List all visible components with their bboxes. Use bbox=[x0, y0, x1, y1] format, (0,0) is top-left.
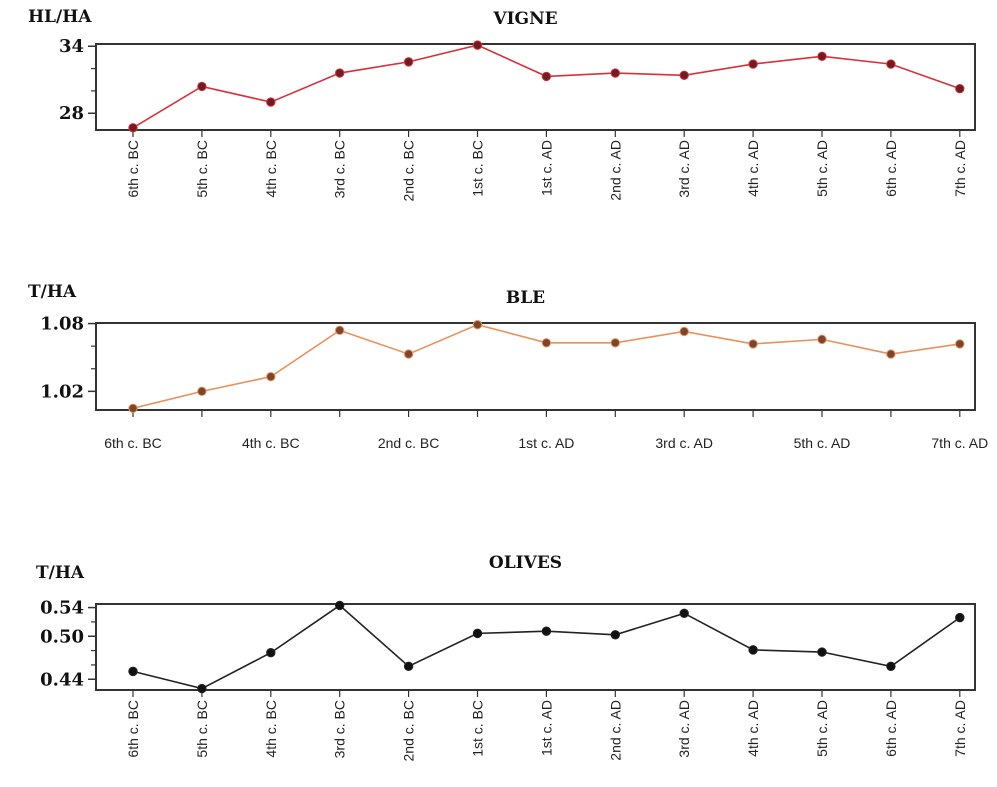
data-point bbox=[128, 403, 138, 414]
chart-title: OLIVES bbox=[489, 553, 562, 573]
x-tick-label: 2nd c. BC bbox=[401, 140, 417, 201]
x-tick-label: 6th c. AD bbox=[883, 140, 899, 197]
data-point bbox=[472, 40, 483, 50]
x-tick-label: 6th c. BC bbox=[125, 700, 141, 758]
data-point bbox=[886, 349, 896, 359]
series-line bbox=[132, 44, 961, 129]
x-tick-label: 5th c. AD bbox=[814, 140, 830, 197]
data-point bbox=[335, 325, 345, 336]
x-tick-label: 4th c. AD bbox=[745, 700, 761, 757]
data-point bbox=[335, 68, 345, 78]
chart-olives: OLIVES T/HA 0.44 0.50 0.54 6th c. BC 5th c. BC… bbox=[36, 553, 976, 761]
data-point bbox=[128, 123, 138, 133]
x-tick-label: 4th c. BC bbox=[242, 435, 300, 451]
plot-frame bbox=[95, 322, 976, 411]
x-tick-label: 1st c. BC bbox=[470, 700, 486, 757]
chart-vigne: VIGNE HL/HA 28 34 6th c. BC 5th c. BC 4th c. B… bbox=[28, 7, 976, 201]
data-point bbox=[679, 326, 689, 337]
series-line bbox=[132, 604, 961, 690]
x-tick-label: 7th c. AD bbox=[952, 140, 968, 197]
y-tick-label: 1.02 bbox=[40, 381, 84, 402]
data-point bbox=[610, 68, 620, 78]
x-tick-label: 4th c. BC bbox=[263, 140, 279, 198]
x-tick-label: 5th c. AD bbox=[794, 435, 851, 451]
x-tick-label: 2nd c. AD bbox=[607, 140, 623, 201]
x-tick-label: 5th c. BC bbox=[194, 700, 210, 758]
data-point bbox=[266, 648, 276, 658]
data-point bbox=[817, 51, 827, 61]
y-tick-label: 28 bbox=[59, 103, 84, 124]
x-tick-label: 4th c. AD bbox=[745, 140, 761, 197]
y-axis-label: HL/HA bbox=[28, 7, 92, 27]
x-tick-label: 3rd c. AD bbox=[655, 435, 713, 451]
data-point bbox=[266, 97, 276, 107]
data-point bbox=[748, 339, 758, 349]
y-tick-label: 0.54 bbox=[40, 598, 84, 619]
data-point bbox=[679, 70, 689, 80]
data-point bbox=[197, 683, 207, 694]
data-point bbox=[541, 626, 552, 636]
x-tick-label: 7th c. AD bbox=[952, 700, 968, 757]
x-tick-label: 5th c. BC bbox=[194, 140, 210, 198]
y-tick-label: 1.08 bbox=[40, 314, 84, 335]
x-tick-label: 6th c. AD bbox=[883, 700, 899, 757]
data-point bbox=[817, 334, 827, 345]
y-axis-label: T/HA bbox=[36, 563, 85, 583]
x-tick-label: 4th c. BC bbox=[263, 700, 279, 758]
plot-frame bbox=[95, 43, 976, 131]
data-point bbox=[403, 349, 414, 359]
x-tick-label: 7th c. AD bbox=[931, 435, 988, 451]
data-point bbox=[403, 57, 414, 67]
data-point bbox=[748, 645, 758, 655]
x-tick-label: 5th c. AD bbox=[814, 700, 830, 757]
y-tick-label: 34 bbox=[59, 36, 84, 57]
x-tick-label: 6th c. BC bbox=[125, 140, 141, 198]
x-tick-label: 3rd c. BC bbox=[332, 140, 348, 198]
x-tick-label: 6th c. BC bbox=[104, 435, 162, 451]
data-point bbox=[886, 59, 896, 69]
x-tick-label: 1st c. BC bbox=[470, 140, 486, 197]
x-tick-label: 2nd c. BC bbox=[401, 700, 417, 761]
data-point bbox=[679, 608, 689, 619]
data-point bbox=[955, 612, 965, 623]
x-tick-label: 1st c. AD bbox=[518, 435, 574, 451]
plot-frame bbox=[95, 603, 976, 691]
y-tick-label: 0.50 bbox=[40, 626, 84, 647]
data-point bbox=[472, 628, 483, 639]
data-point bbox=[817, 647, 827, 657]
data-point bbox=[748, 59, 758, 69]
y-tick-label: 0.44 bbox=[40, 669, 84, 690]
series-line bbox=[132, 323, 960, 410]
data-point bbox=[610, 630, 620, 640]
x-tick-label: 3rd c. AD bbox=[676, 700, 692, 758]
data-point bbox=[197, 81, 207, 92]
data-point bbox=[541, 71, 552, 82]
chart-title: BLE bbox=[506, 288, 545, 308]
x-tick-label: 3rd c. BC bbox=[332, 700, 348, 758]
x-tick-label: 1st c. AD bbox=[538, 700, 554, 756]
data-point bbox=[955, 339, 965, 349]
chart-ble: BLE T/HA 1.02 1.08 6th c. BC 4th c. BC 2nd c. … bbox=[28, 282, 988, 451]
data-point bbox=[128, 666, 138, 677]
x-tick-label: 2nd c. BC bbox=[378, 435, 439, 451]
data-point bbox=[266, 371, 276, 382]
x-tick-label: 2nd c. AD bbox=[607, 700, 623, 761]
data-point bbox=[955, 83, 965, 94]
data-point bbox=[197, 386, 207, 397]
data-point bbox=[335, 600, 345, 611]
y-axis-label: T/HA bbox=[28, 282, 77, 302]
data-point bbox=[403, 661, 414, 672]
data-point bbox=[886, 661, 896, 672]
x-tick-label: 1st c. AD bbox=[538, 140, 554, 196]
chart-title: VIGNE bbox=[492, 9, 557, 29]
x-tick-label: 3rd c. AD bbox=[676, 140, 692, 198]
data-point bbox=[541, 338, 552, 348]
data-point bbox=[610, 338, 620, 348]
data-point bbox=[472, 319, 483, 330]
